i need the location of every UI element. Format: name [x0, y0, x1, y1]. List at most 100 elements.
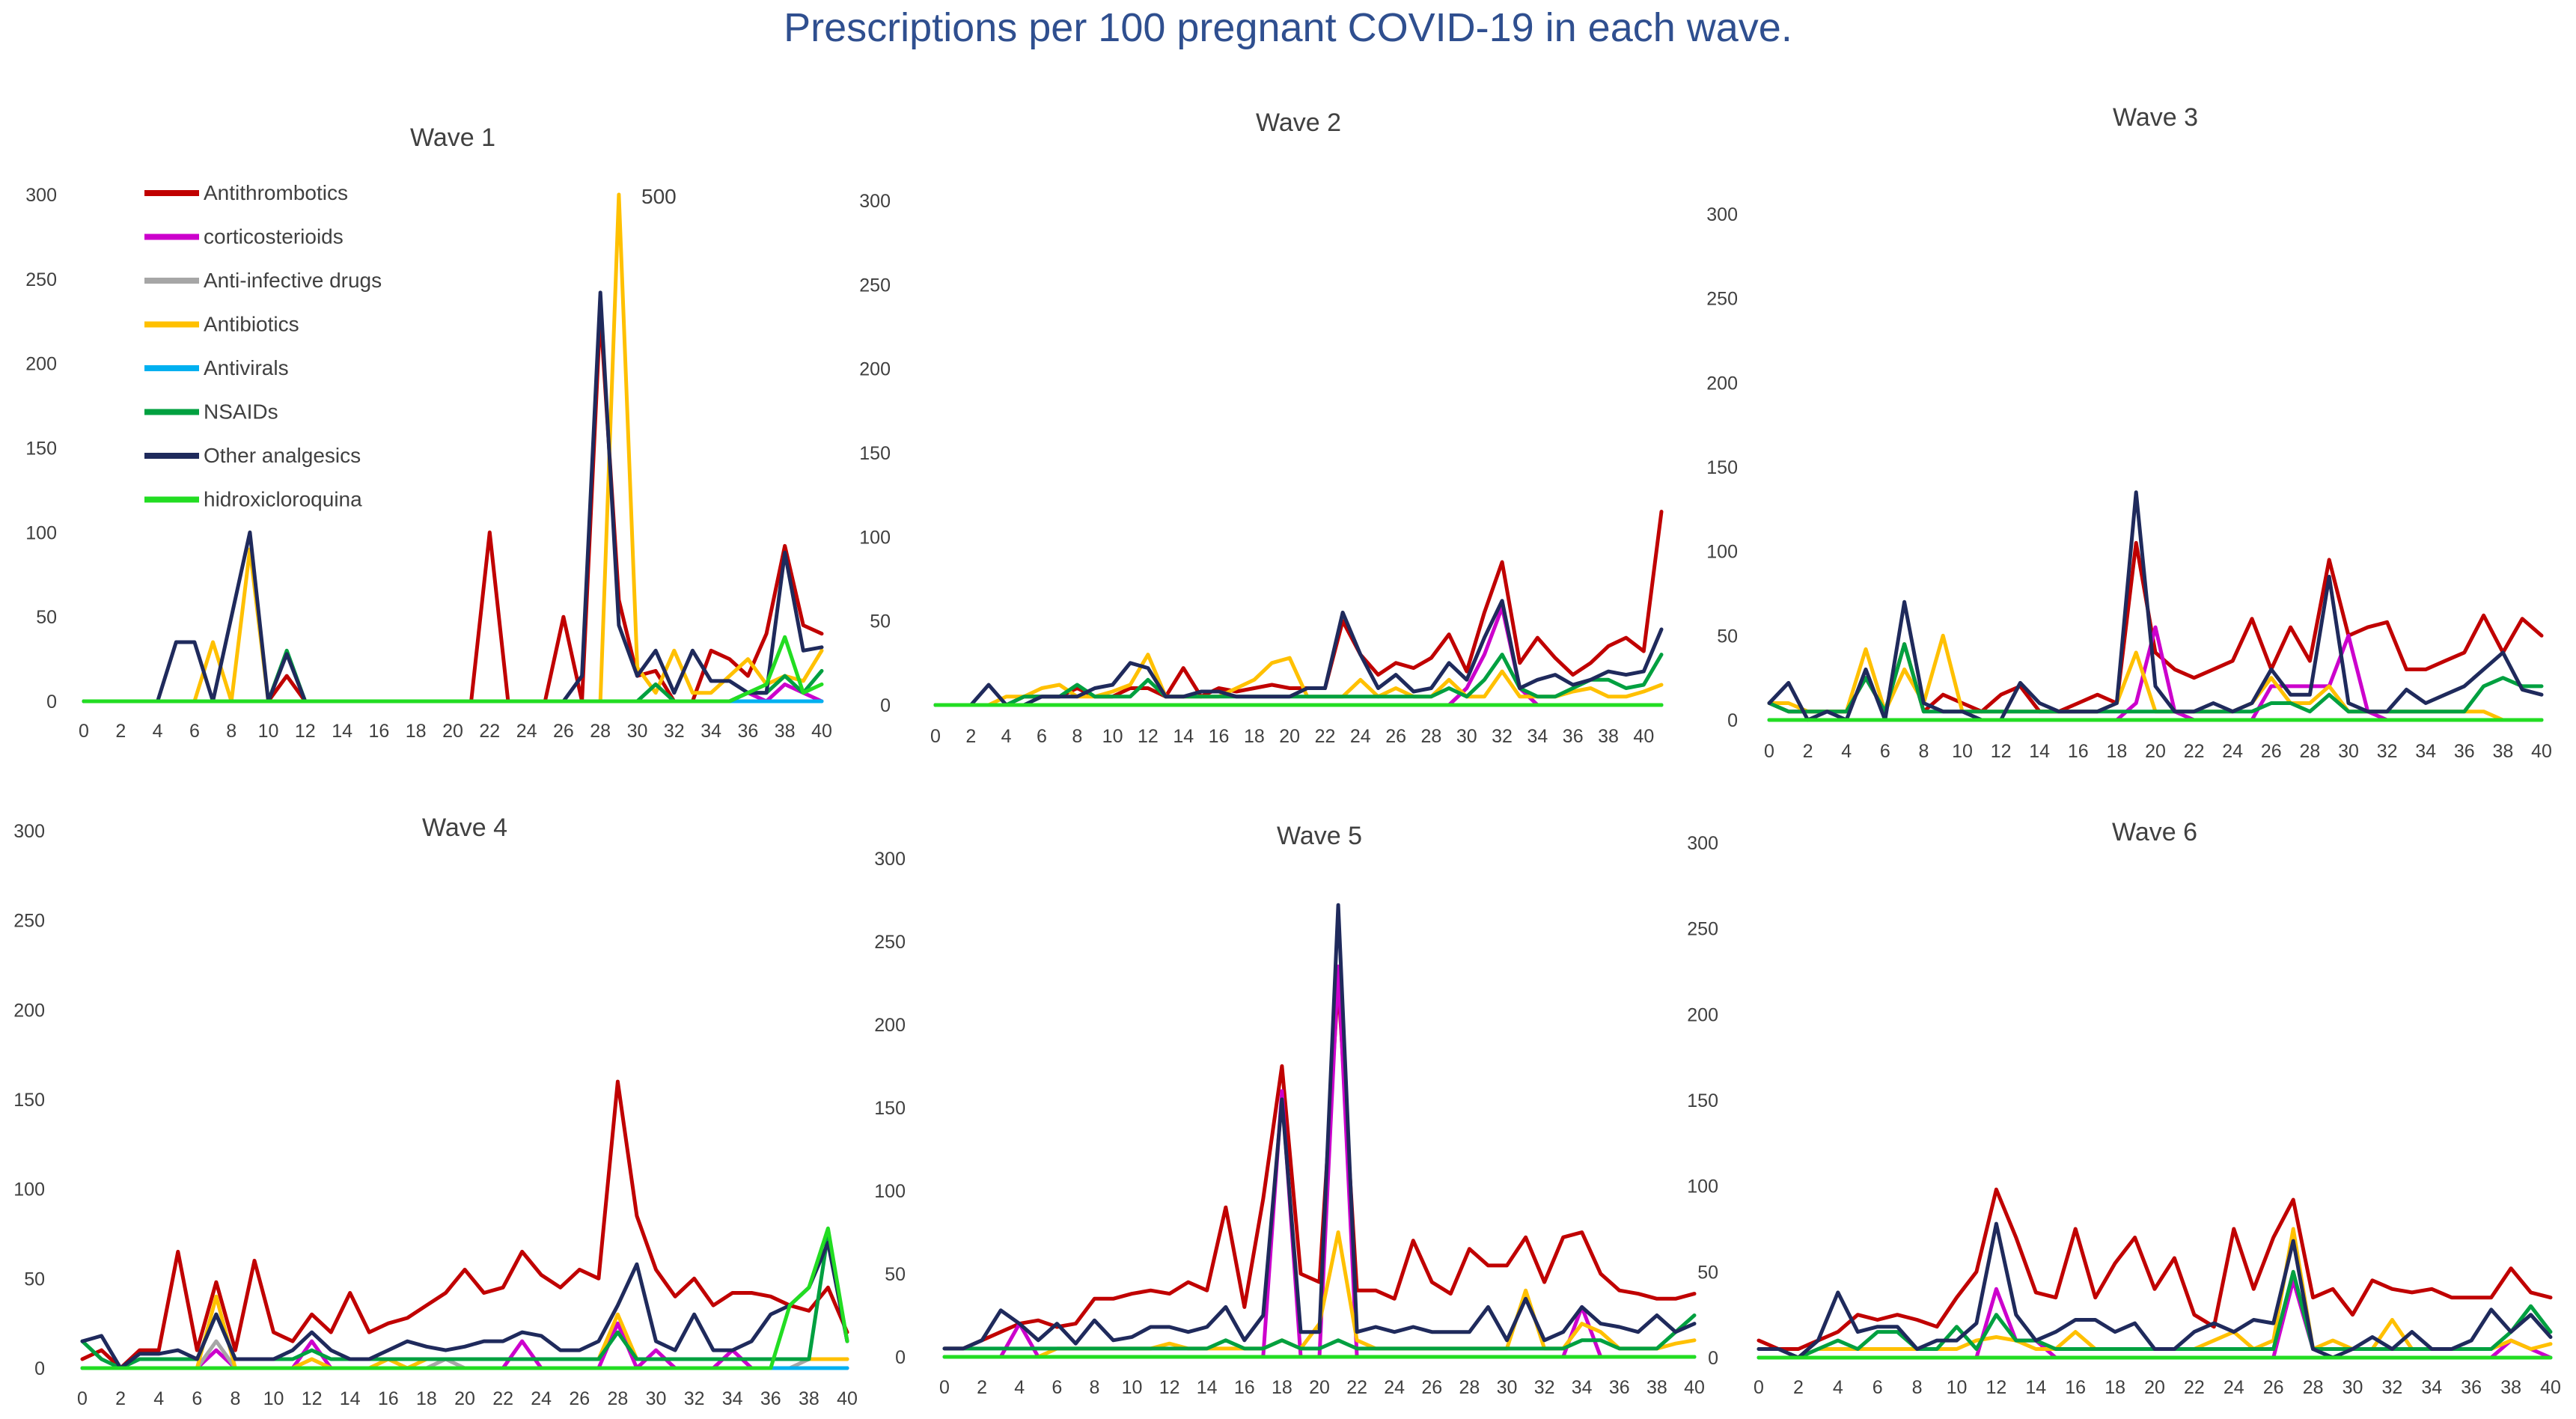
x-tick-label: 2 — [1793, 1377, 1804, 1398]
legend-label-antithrombotics: Antithrombotics — [204, 181, 348, 204]
x-tick-label: 38 — [799, 1388, 820, 1409]
y-tick-label: 300 — [13, 821, 45, 842]
x-tick-label: 16 — [2068, 741, 2089, 762]
x-tick-label: 30 — [2338, 741, 2359, 762]
x-tick-label: 20 — [2145, 741, 2166, 762]
y-tick-label: 100 — [859, 527, 891, 548]
x-tick-label: 12 — [295, 721, 316, 742]
y-tick-label: 150 — [1687, 1090, 1718, 1111]
x-tick-label: 18 — [1244, 726, 1265, 747]
legend-label-hidroxicloroquina: hidroxicloroquina — [204, 488, 362, 511]
y-tick-label: 0 — [34, 1358, 45, 1379]
x-tick-label: 30 — [646, 1388, 667, 1409]
x-tick-label: 6 — [1037, 726, 1047, 747]
x-tick-label: 24 — [531, 1388, 552, 1409]
x-tick-label: 0 — [930, 726, 941, 747]
x-tick-label: 36 — [1609, 1377, 1630, 1398]
x-tick-label: 28 — [2299, 741, 2320, 762]
x-tick-label: 26 — [553, 721, 574, 742]
series-line-nsaids — [1767, 642, 2544, 714]
x-tick-label: 40 — [2531, 741, 2552, 762]
x-tick-label: 18 — [406, 721, 427, 742]
x-tick-label: 30 — [627, 721, 648, 742]
y-tick-label: 200 — [25, 354, 57, 375]
x-tick-label: 24 — [2224, 1377, 2244, 1398]
series-line-antithrombotics — [1756, 1187, 2553, 1351]
y-tick-label: 150 — [25, 439, 57, 460]
x-tick-label: 40 — [837, 1388, 858, 1409]
y-tick-label: 50 — [1717, 626, 1738, 647]
y-tick-label: 100 — [874, 1181, 906, 1202]
x-tick-label: 4 — [153, 721, 163, 742]
y-tick-label: 150 — [874, 1098, 906, 1119]
x-tick-label: 26 — [2261, 741, 2282, 762]
x-tick-label: 18 — [1272, 1377, 1292, 1398]
x-tick-label: 14 — [332, 721, 352, 742]
x-tick-label: 28 — [1459, 1377, 1480, 1398]
x-tick-label: 2 — [115, 721, 126, 742]
y-tick-label: 200 — [874, 1015, 906, 1036]
x-tick-label: 22 — [2184, 741, 2205, 762]
x-tick-label: 0 — [939, 1377, 950, 1398]
x-tick-label: 8 — [1912, 1377, 1923, 1398]
panel-title: Wave 5 — [1277, 822, 1362, 850]
x-tick-label: 4 — [1841, 741, 1852, 762]
x-tick-label: 16 — [1209, 726, 1230, 747]
y-tick-label: 250 — [859, 275, 891, 296]
x-tick-label: 30 — [1497, 1377, 1518, 1398]
legend-label-antibiotics: Antibiotics — [204, 313, 299, 336]
legend-label-corticosterioids: corticosterioids — [204, 225, 344, 248]
x-tick-label: 18 — [2105, 1377, 2125, 1398]
x-tick-label: 10 — [263, 1388, 284, 1409]
x-tick-label: 8 — [1089, 1377, 1099, 1398]
y-tick-label: 0 — [1708, 1348, 1718, 1369]
x-tick-label: 18 — [2106, 741, 2127, 762]
x-tick-label: 4 — [153, 1388, 164, 1409]
series-line-antithrombotics — [942, 981, 1697, 1351]
x-tick-label: 26 — [1421, 1377, 1442, 1398]
x-tick-label: 20 — [454, 1388, 475, 1409]
x-tick-label: 6 — [192, 1388, 202, 1409]
y-tick-label: 50 — [870, 611, 891, 632]
y-tick-label: 200 — [13, 1000, 45, 1021]
y-tick-label: 250 — [1687, 919, 1718, 940]
series-line-antibiotics — [82, 192, 824, 704]
legend-label-anti-infective-drugs: Anti-infective drugs — [204, 269, 382, 292]
series-line-hidroxicloroquina — [82, 635, 824, 704]
x-tick-label: 14 — [340, 1388, 361, 1409]
x-tick-label: 4 — [1014, 1377, 1025, 1398]
x-tick-label: 38 — [1598, 726, 1619, 747]
x-tick-label: 20 — [442, 721, 463, 742]
x-tick-label: 24 — [516, 721, 537, 742]
y-tick-label: 50 — [1697, 1262, 1718, 1283]
y-tick-label: 300 — [25, 185, 57, 206]
y-tick-label: 250 — [874, 932, 906, 953]
x-tick-label: 16 — [1234, 1377, 1255, 1398]
x-tick-label: 34 — [1527, 726, 1548, 747]
x-tick-label: 22 — [1315, 726, 1336, 747]
x-tick-label: 0 — [79, 721, 89, 742]
series-line-other-analgesics — [933, 599, 1664, 707]
series-line-other-analgesics — [942, 903, 1697, 1351]
x-tick-label: 10 — [1122, 1377, 1143, 1398]
y-tick-label: 250 — [25, 269, 57, 290]
x-tick-label: 36 — [2454, 741, 2475, 762]
x-tick-label: 10 — [258, 721, 279, 742]
series-line-antithrombotics — [80, 1079, 849, 1370]
x-tick-label: 34 — [2415, 741, 2436, 762]
x-tick-label: 10 — [1952, 741, 1973, 762]
x-tick-label: 10 — [1947, 1377, 1968, 1398]
y-tick-label: 300 — [874, 849, 906, 870]
x-tick-label: 0 — [77, 1388, 88, 1409]
peak-annotation: 500 — [641, 185, 677, 208]
legend-label-antivirals: Antivirals — [204, 356, 289, 379]
x-tick-label: 14 — [2025, 1377, 2046, 1398]
x-tick-label: 36 — [760, 1388, 781, 1409]
x-tick-label: 32 — [664, 721, 685, 742]
x-tick-label: 30 — [2342, 1377, 2363, 1398]
